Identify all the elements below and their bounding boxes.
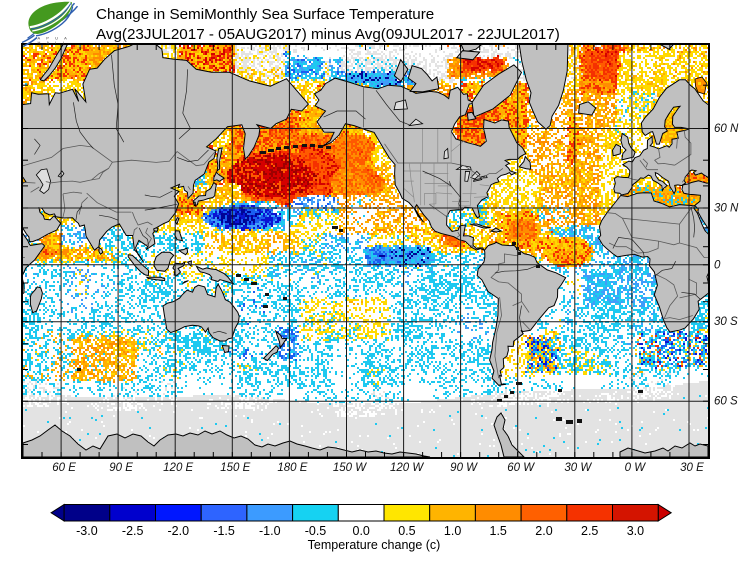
svg-text:120 W: 120 W <box>390 462 424 474</box>
svg-text:90 W: 90 W <box>450 462 478 474</box>
svg-text:60 N: 60 N <box>714 123 739 135</box>
svg-text:60 W: 60 W <box>507 462 535 474</box>
svg-text:60 S: 60 S <box>714 396 738 408</box>
svg-text:150 E: 150 E <box>220 462 250 474</box>
svg-text:-2.0: -2.0 <box>168 524 190 538</box>
svg-text:180 E: 180 E <box>277 462 307 474</box>
svg-text:1.5: 1.5 <box>490 524 507 538</box>
svg-text:30 N: 30 N <box>714 203 739 215</box>
svg-text:A P U A: A P U A <box>38 36 70 41</box>
svg-text:Change in SemiMonthly Sea Surf: Change in SemiMonthly Sea Surface Temper… <box>96 6 434 23</box>
svg-text:0 W: 0 W <box>625 462 647 474</box>
svg-text:150 W: 150 W <box>333 462 367 474</box>
svg-text:H A I I: H A I I <box>38 40 67 45</box>
svg-text:1.0: 1.0 <box>444 524 461 538</box>
svg-text:30 E: 30 E <box>680 462 704 474</box>
svg-text:120 E: 120 E <box>163 462 193 474</box>
svg-text:-1.0: -1.0 <box>259 524 281 538</box>
svg-text:30 W: 30 W <box>564 462 592 474</box>
svg-text:0.0: 0.0 <box>353 524 370 538</box>
svg-text:0.5: 0.5 <box>398 524 415 538</box>
svg-text:2.5: 2.5 <box>581 524 598 538</box>
svg-text:-2.5: -2.5 <box>122 524 144 538</box>
svg-text:Temperature change (c): Temperature change (c) <box>308 538 441 552</box>
svg-text:-3.0: -3.0 <box>76 524 98 538</box>
svg-text:2.0: 2.0 <box>535 524 552 538</box>
svg-text:90 E: 90 E <box>109 462 133 474</box>
svg-text:60 E: 60 E <box>52 462 76 474</box>
svg-text:0: 0 <box>714 259 721 271</box>
svg-text:3.0: 3.0 <box>627 524 644 538</box>
svg-text:Avg(23JUL2017 - 05AUG2017) min: Avg(23JUL2017 - 05AUG2017) minus Avg(09J… <box>96 26 560 43</box>
svg-text:-1.5: -1.5 <box>213 524 235 538</box>
svg-text:30 S: 30 S <box>714 316 738 328</box>
svg-text:-0.5: -0.5 <box>305 524 327 538</box>
